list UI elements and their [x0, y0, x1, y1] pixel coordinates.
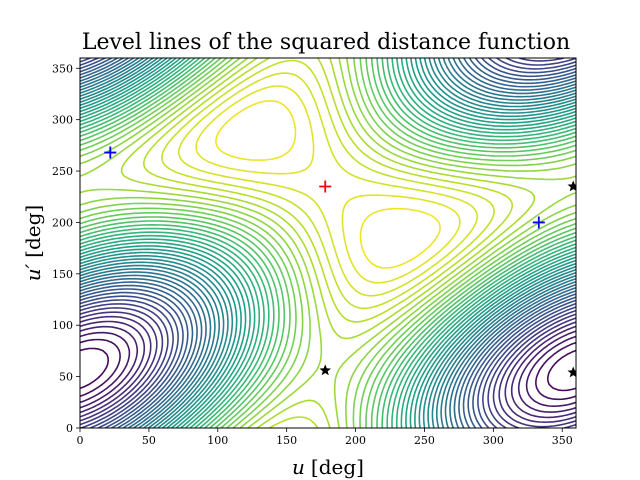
x-tick-label: 0 [77, 434, 84, 447]
minimum-marker [104, 146, 117, 159]
contour-level [80, 320, 576, 419]
minimum-marker [532, 216, 545, 229]
contour-level [80, 58, 576, 428]
plot-frame [79, 57, 577, 429]
x-tick-label: 300 [483, 434, 504, 447]
contour-level [215, 100, 441, 269]
contour-level [80, 58, 576, 428]
x-tick-label: 150 [276, 434, 297, 447]
contour-level [80, 58, 576, 428]
critical-point-markers [104, 146, 576, 378]
contour-level [80, 58, 576, 428]
chart-title: Level lines of the squared distance func… [82, 30, 570, 55]
saddle-marker [567, 180, 576, 192]
y-tick-label: 250 [52, 165, 73, 178]
contour-level [80, 315, 576, 423]
contour-level [80, 58, 576, 428]
contour-level [195, 85, 461, 284]
contour-level [80, 347, 576, 392]
contour-level [80, 58, 576, 428]
contour-level [80, 58, 576, 428]
y-axis-ticks: 0 50 100 150 200 250 300 350 [52, 62, 80, 435]
contour-level [80, 58, 576, 428]
contour-level [120, 58, 536, 428]
contour-level [80, 311, 576, 428]
y-tick-label: 200 [52, 216, 73, 229]
contour-level [80, 58, 576, 428]
x-tick-label: 250 [414, 434, 435, 447]
y-tick-label: 350 [52, 62, 73, 75]
x-axis-label: u [deg] [292, 455, 364, 479]
contour-level [80, 58, 576, 428]
contour-level [177, 72, 479, 297]
x-tick-label: 50 [142, 434, 156, 447]
y-tick-label: 150 [52, 268, 73, 281]
contour-level [80, 58, 576, 428]
contour-level [80, 58, 576, 428]
contour-level [80, 325, 576, 413]
contour-level [80, 58, 576, 428]
contour-level [80, 58, 576, 428]
contour-level [80, 58, 576, 428]
y-tick-label: 50 [59, 371, 73, 384]
y-axis-unit: [deg] [21, 205, 45, 258]
saddle-marker [567, 366, 576, 378]
contour-level [80, 58, 576, 428]
y-axis-label: u′ [deg] [21, 205, 45, 281]
maximum-marker [319, 180, 332, 193]
contour-level [80, 58, 576, 428]
x-tick-label: 100 [207, 434, 228, 447]
contour-level [80, 58, 576, 428]
saddle-marker [319, 364, 331, 376]
y-tick-label: 300 [52, 114, 73, 127]
contour-level [80, 58, 576, 428]
contour-level [80, 338, 576, 401]
contour-level [80, 58, 576, 428]
contour-level [80, 331, 576, 407]
x-axis-symbol: u [292, 455, 305, 479]
contour-level [80, 58, 576, 428]
y-tick-label: 0 [66, 422, 73, 435]
x-tick-label: 200 [345, 434, 366, 447]
contour-level [80, 58, 576, 428]
contour-level [80, 58, 576, 428]
contour-level [80, 58, 576, 428]
y-tick-label: 100 [52, 319, 73, 332]
x-axis-unit: [deg] [311, 455, 364, 479]
contour-level [161, 59, 495, 310]
x-axis-ticks: 0 50 100 150 200 250 300 350 [77, 428, 573, 447]
contour-level [80, 58, 576, 428]
y-axis-symbol: u′ [21, 263, 45, 281]
x-tick-label: 350 [552, 434, 573, 447]
